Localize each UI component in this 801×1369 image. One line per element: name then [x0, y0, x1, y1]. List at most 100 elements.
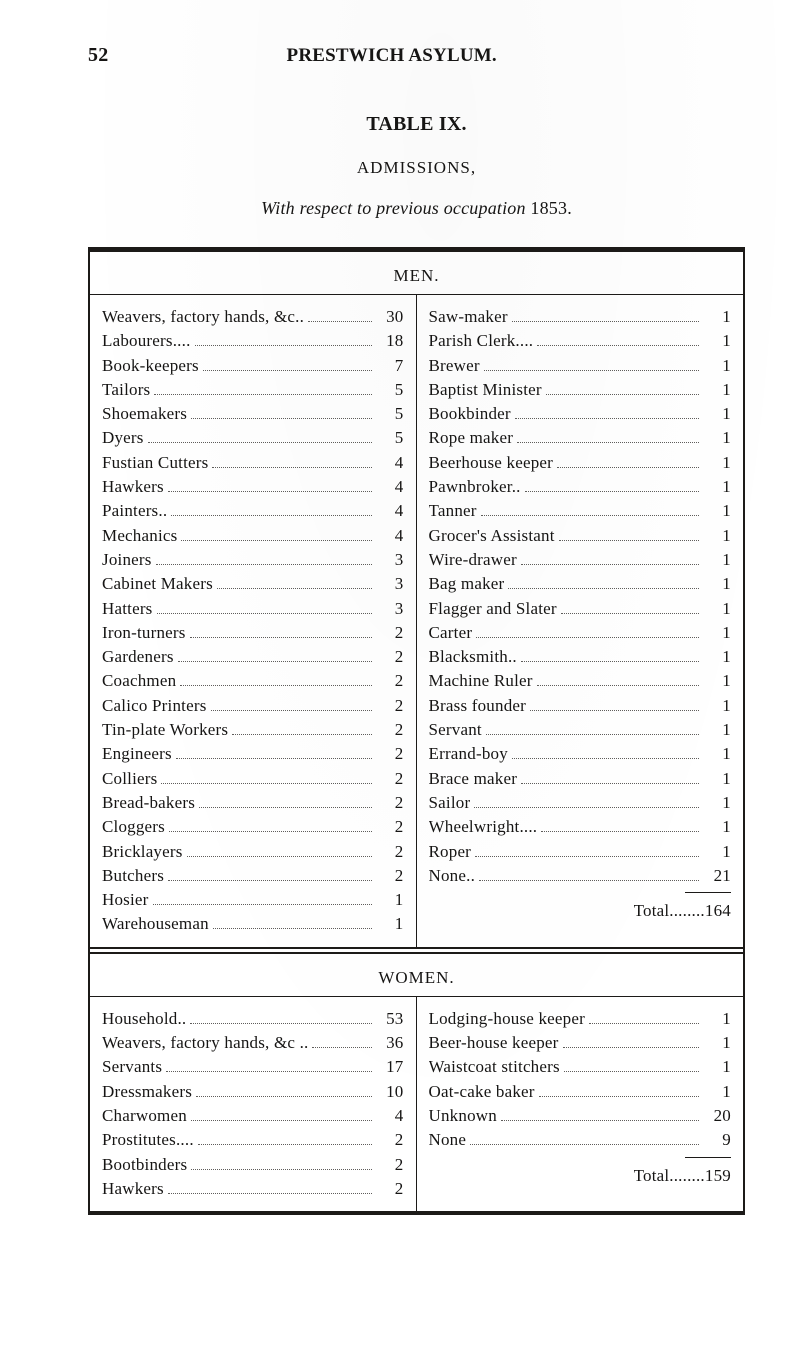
row-label: Painters..: [102, 499, 167, 523]
table-row: Butchers 2: [102, 864, 404, 888]
row-label: Servants: [102, 1055, 162, 1079]
row-label: Bag maker: [429, 572, 505, 596]
leader-dots: [156, 564, 372, 565]
table-row: Brewer1: [429, 354, 732, 378]
row-label: Engineers: [102, 742, 172, 766]
table-row: Hosier1: [102, 888, 404, 912]
row-value: 2: [378, 1128, 404, 1152]
men-grid: Weavers, factory hands, &c..30Labourers.…: [90, 294, 743, 947]
table-row: Dressmakers 10: [102, 1080, 404, 1104]
row-value: 1: [705, 840, 731, 864]
leader-dots: [541, 831, 699, 832]
row-label: Fustian Cutters: [102, 451, 208, 475]
leader-dots: [213, 928, 372, 929]
row-value: 2: [378, 621, 404, 645]
row-value: 4: [378, 1104, 404, 1128]
row-value: 1: [705, 1031, 731, 1055]
running-head: 52 PRESTWICH ASYLUM.: [88, 44, 745, 67]
row-value: 30: [378, 305, 404, 329]
row-label: Cabinet Makers: [102, 572, 213, 596]
section-divider: [90, 947, 743, 954]
leader-dots: [557, 467, 699, 468]
total-label: Total........: [634, 1164, 705, 1188]
table-row: Iron-turners2: [102, 621, 404, 645]
table-row: None..21: [429, 864, 732, 888]
row-value: 1: [705, 1055, 731, 1079]
row-value: 7: [378, 354, 404, 378]
table-row: Painters..4: [102, 499, 404, 523]
row-value: 1: [705, 426, 731, 450]
row-value: 1: [705, 742, 731, 766]
row-label: Joiners: [102, 548, 152, 572]
leader-dots: [196, 1096, 371, 1097]
row-value: 53: [378, 1007, 404, 1031]
leader-dots: [217, 588, 372, 589]
row-label: Dressmakers: [102, 1080, 192, 1104]
row-value: 5: [378, 426, 404, 450]
row-label: Household..: [102, 1007, 186, 1031]
leader-dots: [525, 491, 699, 492]
table-row: Engineers2: [102, 742, 404, 766]
row-label: Saw-maker: [429, 305, 508, 329]
leader-dots: [166, 1071, 371, 1072]
row-label: Carter: [429, 621, 473, 645]
row-label: Machine Ruler: [429, 669, 533, 693]
row-label: Mechanics: [102, 524, 177, 548]
table-row: Colliers2: [102, 767, 404, 791]
table-row: Rope maker1: [429, 426, 732, 450]
row-label: Oat-cake baker: [429, 1080, 535, 1104]
men-heading: MEN.: [90, 252, 743, 294]
table-row: Beer-house keeper1: [429, 1031, 732, 1055]
table-row: Lodging-house keeper 1: [429, 1007, 732, 1031]
row-label: None: [429, 1128, 467, 1152]
table-row: Parish Clerk....1: [429, 329, 732, 353]
women-heading: WOMEN.: [90, 954, 743, 996]
row-label: Hatters: [102, 597, 153, 621]
row-value: 2: [378, 669, 404, 693]
table-row: Saw-maker1: [429, 305, 732, 329]
row-label: Butchers: [102, 864, 164, 888]
leader-dots: [517, 442, 699, 443]
leader-dots: [199, 807, 371, 808]
bottom-rule: [90, 1211, 743, 1213]
row-label: None..: [429, 864, 476, 888]
leader-dots: [539, 1096, 699, 1097]
row-label: Lodging-house keeper: [429, 1007, 585, 1031]
caption: With respect to previous occupation 1853…: [88, 198, 745, 219]
row-label: Brewer: [429, 354, 480, 378]
leader-dots: [512, 321, 699, 322]
row-value: 1: [378, 888, 404, 912]
row-label: Warehouseman: [102, 912, 209, 936]
table-row: Fustian Cutters4: [102, 451, 404, 475]
table-row: Calico Printers2: [102, 694, 404, 718]
table-row: Mechanics 4: [102, 524, 404, 548]
row-label: Colliers: [102, 767, 157, 791]
table-row: Brace maker1: [429, 767, 732, 791]
row-label: Book-keepers: [102, 354, 199, 378]
leader-dots: [232, 734, 371, 735]
total-label: Total........: [634, 899, 705, 923]
leader-dots: [475, 856, 699, 857]
row-label: Wheelwright....: [429, 815, 538, 839]
row-value: 4: [378, 524, 404, 548]
row-label: Cloggers: [102, 815, 165, 839]
row-value: 36: [378, 1031, 404, 1055]
table-row: Coachmen2: [102, 669, 404, 693]
row-label: Tin-plate Workers: [102, 718, 228, 742]
row-value: 1: [705, 548, 731, 572]
row-value: 2: [378, 864, 404, 888]
leader-dots: [180, 685, 371, 686]
row-value: 10: [378, 1080, 404, 1104]
leader-dots: [481, 515, 699, 516]
row-label: Charwomen: [102, 1104, 187, 1128]
leader-dots: [148, 442, 372, 443]
row-value: 2: [378, 718, 404, 742]
leader-dots: [479, 880, 699, 881]
row-value: 1: [705, 1007, 731, 1031]
row-label: Dyers: [102, 426, 144, 450]
row-label: Tanner: [429, 499, 477, 523]
table-row: Beerhouse keeper1: [429, 451, 732, 475]
row-value: 2: [378, 840, 404, 864]
table-row: Wheelwright....1: [429, 815, 732, 839]
row-label: Weavers, factory hands, &c ..: [102, 1031, 308, 1055]
